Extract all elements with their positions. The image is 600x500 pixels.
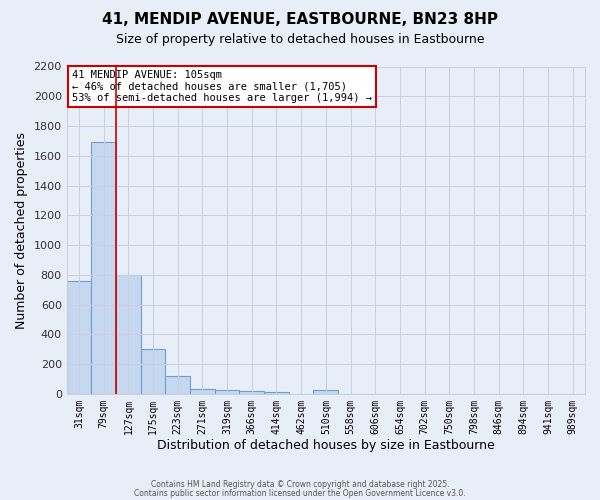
Bar bbox=[141, 349, 166, 394]
Bar bbox=[313, 390, 338, 394]
Bar bbox=[166, 376, 190, 394]
Bar bbox=[67, 281, 91, 394]
Bar bbox=[91, 142, 116, 394]
X-axis label: Distribution of detached houses by size in Eastbourne: Distribution of detached houses by size … bbox=[157, 440, 495, 452]
Bar bbox=[264, 392, 289, 394]
Text: 41, MENDIP AVENUE, EASTBOURNE, BN23 8HP: 41, MENDIP AVENUE, EASTBOURNE, BN23 8HP bbox=[102, 12, 498, 28]
Text: Size of property relative to detached houses in Eastbourne: Size of property relative to detached ho… bbox=[116, 32, 484, 46]
Bar bbox=[215, 390, 239, 394]
Y-axis label: Number of detached properties: Number of detached properties bbox=[15, 132, 28, 328]
Text: Contains public sector information licensed under the Open Government Licence v3: Contains public sector information licen… bbox=[134, 488, 466, 498]
Text: Contains HM Land Registry data © Crown copyright and database right 2025.: Contains HM Land Registry data © Crown c… bbox=[151, 480, 449, 489]
Bar bbox=[239, 391, 264, 394]
Bar bbox=[190, 388, 215, 394]
Bar bbox=[116, 275, 141, 394]
Text: 41 MENDIP AVENUE: 105sqm
← 46% of detached houses are smaller (1,705)
53% of sem: 41 MENDIP AVENUE: 105sqm ← 46% of detach… bbox=[72, 70, 372, 103]
